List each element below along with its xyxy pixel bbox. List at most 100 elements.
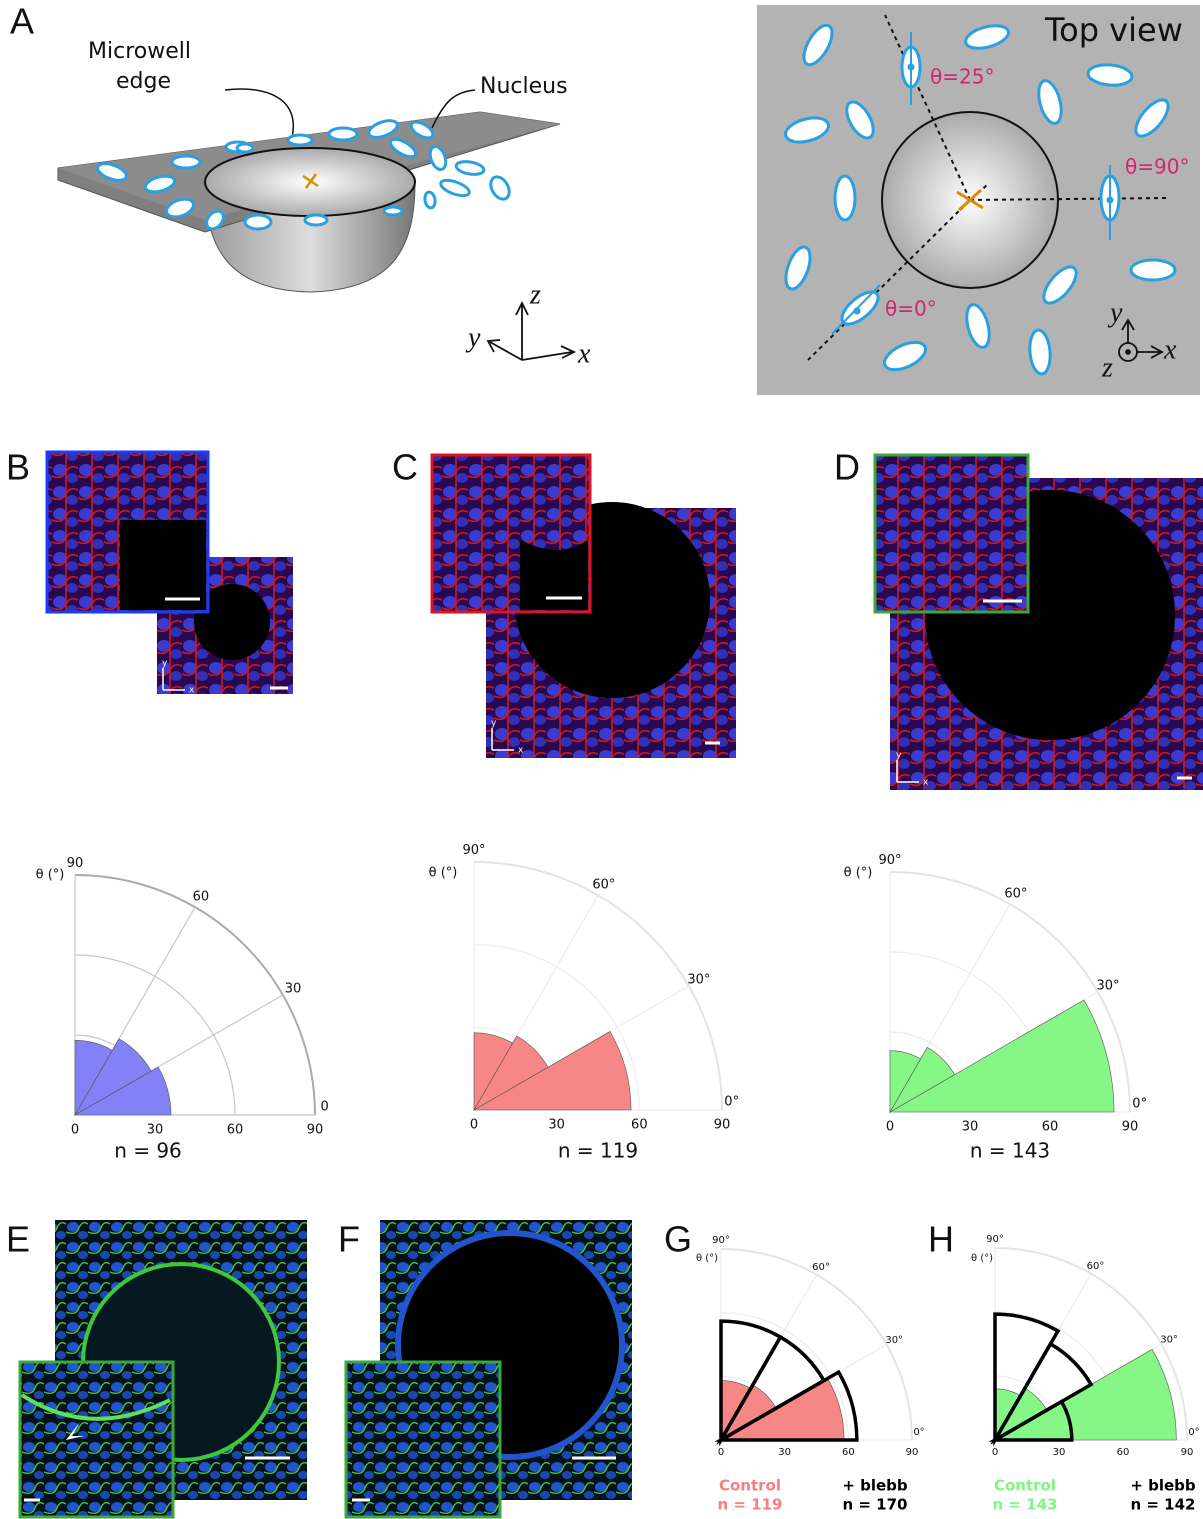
legend-caption: n = 170 bbox=[842, 1496, 907, 1514]
panel-label: F bbox=[338, 1219, 360, 1260]
r-tick-label: 60 bbox=[1042, 1120, 1059, 1135]
theta-tick-label: 60° bbox=[812, 1262, 830, 1273]
angle-label: θ=25° bbox=[930, 65, 994, 89]
r-tick-label: 60 bbox=[631, 1118, 648, 1133]
top-view-title: Top view bbox=[1044, 11, 1183, 49]
theta-tick-label: 30° bbox=[687, 973, 710, 988]
theta-tick-label: 60° bbox=[592, 878, 615, 893]
angle-label: θ=90° bbox=[1125, 155, 1189, 179]
theta-tick-label: 90° bbox=[986, 1234, 1004, 1245]
chart-caption: n = 119 bbox=[558, 1139, 638, 1163]
image-axis-label: x bbox=[189, 686, 195, 696]
r-tick-label: 30 bbox=[1053, 1447, 1066, 1458]
theta-tick-label: 30° bbox=[885, 1335, 903, 1346]
r-tick-label: 0 bbox=[886, 1120, 894, 1135]
theta-axis-title: θ (°) bbox=[429, 866, 458, 881]
theta-axis-title: θ (°) bbox=[36, 868, 65, 883]
callout-label: edge bbox=[116, 69, 171, 94]
chart-caption: n = 96 bbox=[114, 1139, 182, 1163]
image-axis-label: y bbox=[491, 719, 497, 729]
r-tick-label: 0 bbox=[470, 1118, 478, 1133]
r-tick-label: 30 bbox=[778, 1447, 791, 1458]
theta-tick-label: 0° bbox=[1188, 1427, 1199, 1438]
axis-label: z bbox=[1101, 352, 1113, 383]
nucleus bbox=[237, 144, 253, 152]
nucleus-center bbox=[854, 308, 861, 315]
nucleus bbox=[305, 215, 327, 225]
nucleus bbox=[439, 177, 471, 199]
panel-label: A bbox=[10, 1, 34, 42]
nucleus bbox=[288, 135, 312, 145]
r-tick-label: 90 bbox=[1181, 1447, 1194, 1458]
theta-tick-label: 90° bbox=[712, 1235, 730, 1246]
chart-caption: n = 143 bbox=[970, 1139, 1050, 1163]
legend-entry: Control bbox=[994, 1477, 1056, 1495]
theta-tick-label: 60 bbox=[193, 890, 210, 905]
axis-label: x bbox=[577, 338, 591, 369]
micrograph-inset bbox=[20, 1362, 173, 1517]
legend-caption: n = 142 bbox=[1130, 1496, 1195, 1514]
nucleus bbox=[1131, 260, 1175, 280]
callout-label: Nucleus bbox=[480, 74, 568, 99]
axis-label: x bbox=[1163, 334, 1177, 365]
legend-caption: n = 143 bbox=[992, 1496, 1057, 1514]
theta-tick-label: 0° bbox=[724, 1095, 739, 1110]
r-tick-label: 0 bbox=[718, 1447, 724, 1458]
theta-tick-label: 90 bbox=[67, 856, 84, 871]
nucleus bbox=[487, 174, 513, 203]
r-tick-label: 60 bbox=[227, 1123, 244, 1138]
theta-axis-title: θ (°) bbox=[971, 1253, 993, 1264]
legend-entry: + blebb bbox=[1130, 1477, 1196, 1495]
theta-tick-label: 90° bbox=[462, 843, 485, 858]
angle-label: θ=0° bbox=[885, 297, 937, 321]
theta-tick-label: 60° bbox=[1004, 887, 1027, 902]
r-tick-label: 30 bbox=[548, 1118, 565, 1133]
legend-entry: Control bbox=[719, 1477, 781, 1495]
axis-label: y bbox=[465, 322, 481, 353]
panel-label: H bbox=[928, 1219, 954, 1260]
micrograph-inset bbox=[875, 455, 1028, 612]
r-tick-label: 30 bbox=[147, 1123, 164, 1138]
legend-entry: + blebb bbox=[842, 1477, 908, 1495]
r-tick-label: 60 bbox=[1117, 1447, 1130, 1458]
theta-tick-label: 0° bbox=[1132, 1097, 1147, 1112]
legend-caption: n = 119 bbox=[717, 1496, 782, 1514]
image-axis-label: x bbox=[518, 746, 524, 756]
panel-label: C bbox=[392, 447, 418, 488]
r-tick-label: 90 bbox=[906, 1447, 919, 1458]
micrograph-inset bbox=[346, 1362, 500, 1517]
nucleus-center bbox=[908, 64, 915, 71]
image-axis-label: y bbox=[896, 751, 902, 761]
theta-tick-label: 30° bbox=[1096, 979, 1119, 994]
callout-label: Microwell bbox=[88, 39, 191, 64]
r-tick-label: 90 bbox=[714, 1118, 731, 1133]
r-tick-label: 30 bbox=[962, 1120, 979, 1135]
r-tick-label: 90 bbox=[307, 1123, 324, 1138]
panel-label: E bbox=[6, 1219, 30, 1260]
r-tick-label: 0 bbox=[992, 1447, 998, 1458]
nucleus bbox=[384, 207, 402, 215]
r-tick-label: 90 bbox=[1122, 1120, 1139, 1135]
nucleus-center bbox=[1107, 197, 1114, 204]
nucleus bbox=[835, 176, 855, 220]
theta-tick-label: 30° bbox=[1160, 1335, 1178, 1346]
panel-label: G bbox=[664, 1219, 692, 1260]
schematic: Microwell edge Nucleus z x y bbox=[58, 39, 591, 369]
theta-tick-label: 90° bbox=[878, 853, 901, 868]
theta-tick-label: 30 bbox=[285, 982, 302, 997]
theta-tick-label: 0° bbox=[913, 1427, 924, 1438]
axis-label: z bbox=[529, 279, 541, 310]
image-axis-label: x bbox=[923, 778, 929, 788]
theta-axis-title: θ (°) bbox=[844, 866, 873, 881]
theta-tick-label: 0 bbox=[321, 1100, 329, 1115]
top-view: Top view θ=25° θ=90° θ=0° y x z bbox=[757, 5, 1200, 395]
nucleus bbox=[245, 215, 271, 229]
panel-label: D bbox=[834, 447, 860, 488]
nucleus bbox=[172, 156, 200, 168]
axis-label: y bbox=[1107, 297, 1123, 328]
nucleus bbox=[455, 160, 485, 177]
nucleus bbox=[329, 128, 357, 140]
r-tick-label: 0 bbox=[71, 1123, 79, 1138]
r-tick-label: 60 bbox=[842, 1447, 855, 1458]
